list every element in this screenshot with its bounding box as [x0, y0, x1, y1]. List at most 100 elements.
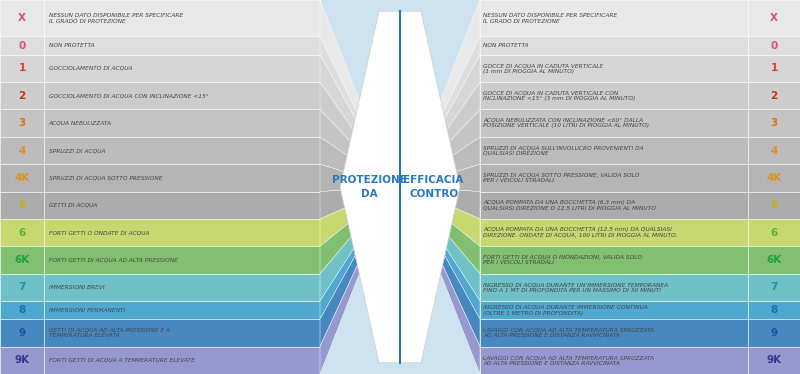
Bar	[44, 137, 320, 164]
Text: 6: 6	[770, 228, 778, 237]
Text: 5: 5	[18, 200, 26, 210]
Text: 4K: 4K	[766, 173, 782, 183]
Text: SPRUZZI DI ACQUA SOTTO PRESSIONE, VALIDA SOLO
PER I VEICOLI STRADALI: SPRUZZI DI ACQUA SOTTO PRESSIONE, VALIDA…	[483, 172, 639, 183]
Bar	[480, 164, 748, 191]
Bar	[390, 183, 410, 184]
Text: INGRESSO DI ACQUA DURANTE UN’IMMERSIONE TEMPORANEA
FINO A 1 MT DI PROFONDITÀ PER: INGRESSO DI ACQUA DURANTE UN’IMMERSIONE …	[483, 282, 668, 292]
Text: FORTI GETTI DI ACQUA O INONDAZIONI, VALIDA SOLO
PER I VEICOLI STRADALI: FORTI GETTI DI ACQUA O INONDAZIONI, VALI…	[483, 255, 642, 265]
Bar	[748, 319, 800, 347]
Text: NESSUN DATO DISPONIBILE PER SPECIFICARE
IL GRADO DI PROTEZIONE: NESSUN DATO DISPONIBILE PER SPECIFICARE …	[483, 13, 618, 24]
Bar	[480, 0, 748, 37]
Text: 7: 7	[18, 282, 26, 292]
Text: 4K: 4K	[14, 173, 30, 183]
Bar	[748, 219, 800, 246]
Text: GETTI DI ACQUA AD ALTA PRESSIONE E A
TEMPERATURA ELEVATA: GETTI DI ACQUA AD ALTA PRESSIONE E A TEM…	[49, 328, 170, 338]
Bar	[748, 0, 800, 37]
Bar	[480, 191, 748, 219]
Bar	[748, 137, 800, 164]
Bar	[480, 319, 748, 347]
Bar	[44, 164, 320, 191]
Bar	[390, 178, 410, 180]
Text: FORTI GETTI O ONDATE DI ACQUA: FORTI GETTI O ONDATE DI ACQUA	[49, 230, 150, 235]
Text: NON PROTETTA: NON PROTETTA	[49, 43, 94, 48]
Text: GOCCIOLAMENTO DI ACQUA CON INCLINAZIONE <15°: GOCCIOLAMENTO DI ACQUA CON INCLINAZIONE …	[49, 93, 209, 98]
Polygon shape	[410, 82, 480, 183]
Polygon shape	[320, 194, 390, 347]
Polygon shape	[410, 191, 480, 301]
Bar	[0, 274, 44, 301]
Polygon shape	[320, 190, 390, 274]
Text: 9: 9	[770, 328, 778, 338]
Bar	[748, 55, 800, 82]
Bar	[0, 164, 44, 191]
Bar	[44, 0, 320, 37]
Bar	[748, 37, 800, 55]
Text: 9K: 9K	[14, 355, 30, 365]
Bar	[390, 193, 410, 194]
Polygon shape	[410, 37, 480, 180]
Bar	[480, 110, 748, 137]
Text: 8: 8	[770, 305, 778, 315]
Bar	[44, 82, 320, 110]
Bar	[0, 37, 44, 55]
Polygon shape	[320, 37, 390, 180]
Bar	[748, 191, 800, 219]
Text: 4: 4	[18, 145, 26, 156]
Bar	[480, 347, 748, 374]
Bar	[390, 180, 410, 182]
Bar	[480, 219, 748, 246]
Bar	[0, 0, 44, 37]
Text: 4: 4	[770, 145, 778, 156]
Bar	[390, 194, 410, 195]
Polygon shape	[410, 55, 480, 182]
Bar	[748, 246, 800, 274]
Polygon shape	[410, 194, 480, 347]
Text: 9: 9	[18, 328, 26, 338]
Bar	[0, 137, 44, 164]
Bar	[748, 274, 800, 301]
Polygon shape	[410, 188, 480, 246]
Text: X: X	[770, 13, 778, 23]
Polygon shape	[410, 110, 480, 184]
Bar	[0, 319, 44, 347]
Polygon shape	[320, 164, 390, 191]
Polygon shape	[410, 195, 480, 374]
Text: ACQUA POMPATA DA UNA BOCCHETTA (12.5 mm) DA QUALSIASI
DIREZIONE. ONDATE DI ACQUA: ACQUA POMPATA DA UNA BOCCHETTA (12.5 mm)…	[483, 227, 678, 238]
Polygon shape	[320, 195, 390, 374]
Bar	[390, 184, 410, 186]
Bar	[390, 187, 410, 188]
Polygon shape	[320, 82, 390, 183]
Bar	[0, 246, 44, 274]
Text: GOCCE DI ACQUA IN CADUTA VERTICALE CON
INCLINAZIONE <15° (3 mm DI PIOGGIA AL MIN: GOCCE DI ACQUA IN CADUTA VERTICALE CON I…	[483, 91, 635, 101]
Bar	[480, 82, 748, 110]
Polygon shape	[410, 164, 480, 191]
Text: ACQUA NEBULIZZATA: ACQUA NEBULIZZATA	[49, 121, 112, 126]
Text: ACQUA NEBULIZZATA CON INCLINAZIONE <60° DALLA
POSIZIONE VERTICALE (10 LITRI DI P: ACQUA NEBULIZZATA CON INCLINAZIONE <60° …	[483, 118, 650, 128]
Text: LAVAGGI CON ACQUA AD ALTA TEMPERATURA SPRUZZATA
AD ALTA PRESSIONE E DISTANZA RAV: LAVAGGI CON ACQUA AD ALTA TEMPERATURA SP…	[483, 355, 654, 366]
Text: 7: 7	[770, 282, 778, 292]
Text: SPRUZZI DI ACQUA SULL’INVOLUCRO PROVENIENTI DA
QUALSIASI DIREZIONE: SPRUZZI DI ACQUA SULL’INVOLUCRO PROVENIE…	[483, 145, 644, 156]
Text: X: X	[18, 13, 26, 23]
Bar	[0, 82, 44, 110]
Polygon shape	[320, 191, 390, 301]
Bar	[390, 182, 410, 183]
Bar	[390, 188, 410, 190]
Bar	[0, 301, 44, 319]
Text: GOCCE DI ACQUA IN CADUTA VERTICALE
(1 mm DI PIOGGIA AL MINUTO): GOCCE DI ACQUA IN CADUTA VERTICALE (1 mm…	[483, 63, 603, 74]
Polygon shape	[410, 193, 480, 319]
Text: NON PROTETTA: NON PROTETTA	[483, 43, 529, 48]
Text: 2: 2	[770, 91, 778, 101]
Bar	[44, 37, 320, 55]
Bar	[390, 191, 410, 193]
Polygon shape	[340, 11, 460, 363]
Text: 1: 1	[18, 64, 26, 73]
Polygon shape	[320, 0, 390, 180]
Text: INGRESSO DI ACQUA DURANTE IMMERSIONE CONTINUA
(OLTRE 1 METRO DI PROFONDITÀ): INGRESSO DI ACQUA DURANTE IMMERSIONE CON…	[483, 304, 648, 316]
Bar	[44, 110, 320, 137]
Bar	[480, 301, 748, 319]
Bar	[0, 110, 44, 137]
Text: 3: 3	[18, 118, 26, 128]
Text: 0: 0	[770, 41, 778, 50]
Polygon shape	[410, 137, 480, 186]
Polygon shape	[320, 187, 390, 219]
